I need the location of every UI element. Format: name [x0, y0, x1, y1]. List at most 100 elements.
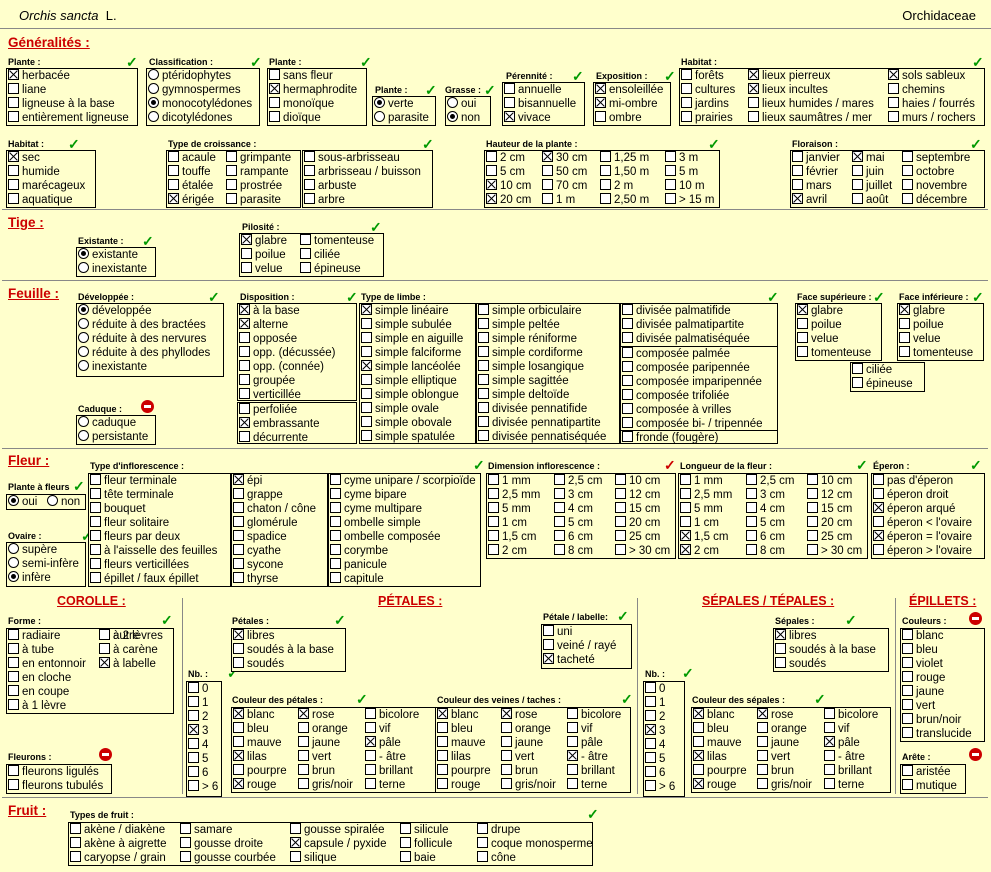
checkbox[interactable]: [824, 708, 835, 719]
checkbox[interactable]: [233, 502, 244, 513]
checkbox[interactable]: [168, 179, 179, 190]
checkbox[interactable]: [615, 530, 626, 541]
checkbox[interactable]: [902, 657, 913, 668]
habitat1-option-lieux-pierreux[interactable]: lieux pierreux: [748, 69, 830, 83]
checkbox[interactable]: [792, 193, 803, 204]
hauteur-option-5-cm[interactable]: 5 cm: [486, 165, 525, 179]
radio-button[interactable]: [78, 318, 89, 329]
sepales-option-soudes-a-la-base[interactable]: soudés à la base: [775, 643, 876, 657]
checkbox[interactable]: [873, 544, 884, 555]
checkbox[interactable]: [298, 708, 309, 719]
couleur_pet-option-bleu[interactable]: bleu: [233, 722, 269, 736]
pilosite_tige-option-glabre[interactable]: glabre: [241, 234, 287, 248]
checkbox[interactable]: [543, 625, 554, 636]
checkbox[interactable]: [797, 346, 808, 357]
checkbox[interactable]: [501, 722, 512, 733]
checkbox[interactable]: [361, 346, 372, 357]
disposition-option-alterne[interactable]: alterne: [239, 318, 288, 332]
inflorescence-option-chaton-cone[interactable]: chaton / cône: [233, 502, 316, 516]
checkbox[interactable]: [501, 736, 512, 747]
couleur_pet-option-jaune[interactable]: jaune: [298, 736, 340, 750]
radio-button[interactable]: [78, 360, 89, 371]
face_sup-option-ciliee[interactable]: ciliée: [852, 363, 892, 377]
checkbox[interactable]: [852, 151, 863, 162]
checkbox[interactable]: [70, 837, 81, 848]
croissance-option-rampante[interactable]: rampante: [226, 165, 289, 179]
radio-button[interactable]: [78, 416, 89, 427]
checkbox[interactable]: [902, 165, 913, 176]
checkbox[interactable]: [622, 403, 633, 414]
checkbox[interactable]: [746, 516, 757, 527]
checkbox[interactable]: [188, 724, 199, 735]
eperon-option-eperon-droit[interactable]: éperon droit: [873, 488, 948, 502]
couleur_pet-option-brillant[interactable]: brillant: [365, 764, 413, 778]
checkbox[interactable]: [478, 318, 489, 329]
inflorescence-option-fleurs-verticillees[interactable]: fleurs verticillées: [90, 558, 189, 572]
checkbox[interactable]: [239, 332, 250, 343]
checkbox[interactable]: [478, 360, 489, 371]
checkbox[interactable]: [807, 530, 818, 541]
checkbox[interactable]: [180, 837, 191, 848]
floraison-option-juillet[interactable]: juillet: [852, 179, 892, 193]
inflorescence-option-capitule[interactable]: capitule: [330, 572, 384, 586]
dim_inflo-option-20-cm[interactable]: 20 cm: [615, 516, 660, 530]
limbe-option-simple-sagittee[interactable]: simple sagittée: [478, 374, 569, 388]
checkbox[interactable]: [8, 179, 19, 190]
nb_pet-option-2[interactable]: 2: [188, 710, 208, 724]
checkbox[interactable]: [543, 639, 554, 650]
checkbox[interactable]: [8, 629, 19, 640]
checkbox[interactable]: [888, 97, 899, 108]
checkbox[interactable]: [90, 558, 101, 569]
checkbox[interactable]: [807, 502, 818, 513]
couleur_veines-option-terne[interactable]: terne: [567, 778, 607, 792]
checkbox[interactable]: [488, 488, 499, 499]
checkbox[interactable]: [330, 488, 341, 499]
fruit-option-akene-a-aigrette[interactable]: akène à aigrette: [70, 837, 166, 851]
eperon-option-eperon-arque[interactable]: éperon arqué: [873, 502, 955, 516]
checkbox[interactable]: [873, 516, 884, 527]
forme-option-autre[interactable]: autre: [99, 629, 139, 643]
couleur_veines-option-jaune[interactable]: jaune: [501, 736, 543, 750]
checkbox[interactable]: [269, 97, 280, 108]
checkbox[interactable]: [233, 750, 244, 761]
plante2-option-hermaphrodite[interactable]: hermaphrodite: [269, 83, 357, 97]
checkbox[interactable]: [902, 151, 913, 162]
hauteur-option-70-cm[interactable]: 70 cm: [542, 179, 587, 193]
checkbox[interactable]: [665, 151, 676, 162]
inflorescence-option-thyrse[interactable]: thyrse: [233, 572, 278, 586]
checkbox[interactable]: [615, 488, 626, 499]
checkbox[interactable]: [330, 558, 341, 569]
couleurs_epi-option-jaune[interactable]: jaune: [902, 685, 944, 699]
pilosite_tige-option-tomenteuse[interactable]: tomenteuse: [300, 234, 374, 248]
checkbox[interactable]: [486, 165, 497, 176]
radio-button[interactable]: [47, 495, 58, 506]
checkbox[interactable]: [543, 653, 554, 664]
nb_sep-option-1[interactable]: 1: [645, 696, 665, 710]
radio-button[interactable]: [78, 346, 89, 357]
checkbox[interactable]: [233, 764, 244, 775]
checkbox[interactable]: [478, 374, 489, 385]
checkbox[interactable]: [645, 738, 656, 749]
plante_fleurs-option-oui[interactable]: oui: [8, 495, 37, 509]
checkbox[interactable]: [567, 764, 578, 775]
croissance-option-arbrisseau-buisson[interactable]: arbrisseau / buisson: [304, 165, 421, 179]
face_inf-option-tomenteuse[interactable]: tomenteuse: [899, 346, 973, 360]
checkbox[interactable]: [226, 193, 237, 204]
checkbox[interactable]: [188, 696, 199, 707]
checkbox[interactable]: [269, 83, 280, 94]
limbe-option-simple-oblongue[interactable]: simple oblongue: [361, 388, 459, 402]
hauteur-option-50-cm[interactable]: 50 cm: [542, 165, 587, 179]
checkbox[interactable]: [330, 530, 341, 541]
checkbox[interactable]: [488, 502, 499, 513]
checkbox[interactable]: [361, 416, 372, 427]
checkbox[interactable]: [233, 572, 244, 583]
habitat1-option-forets[interactable]: forêts: [681, 69, 724, 83]
checkbox[interactable]: [486, 193, 497, 204]
checkbox[interactable]: [501, 778, 512, 789]
inflorescence-option-ombelle-simple[interactable]: ombelle simple: [330, 516, 421, 530]
petale_labelle-option-uni[interactable]: uni: [543, 625, 572, 639]
fruit-option-cone[interactable]: cône: [477, 851, 516, 865]
checkbox[interactable]: [304, 179, 315, 190]
couleur_sep-option-orange[interactable]: orange: [757, 722, 807, 736]
checkbox[interactable]: [615, 474, 626, 485]
